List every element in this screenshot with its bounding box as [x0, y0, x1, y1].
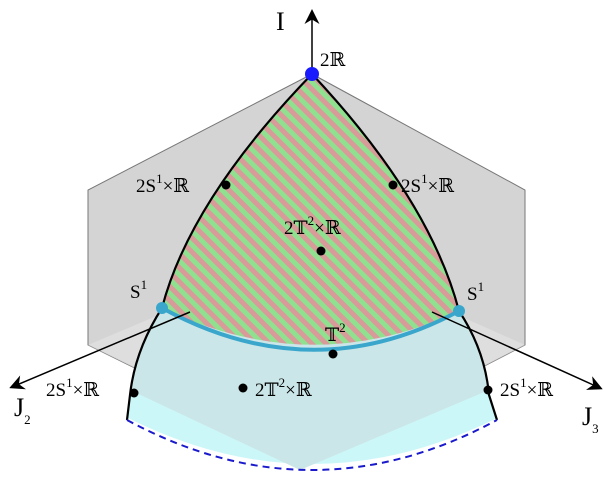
label-bottom-arc-sup: 2	[339, 320, 346, 335]
axis-label-j2-sub: 2	[24, 412, 31, 427]
label-lower-left-edge: 2S1×ℝ	[46, 375, 99, 401]
dashed-outer-arc	[126, 419, 498, 471]
bottom-arc-point	[328, 349, 338, 359]
label-center-lower: 2𝕋2×ℝ	[255, 375, 312, 401]
lower-left-edge-point	[129, 388, 139, 398]
axis-label-i: I	[276, 7, 285, 36]
label-lower-left-edge-pre: 2S	[46, 380, 66, 401]
label-right-corner-pre: S	[467, 284, 478, 305]
axis-label-j3-base: J	[582, 402, 592, 431]
center-upper-point	[316, 246, 326, 256]
label-right-corner-sup: 1	[478, 279, 485, 294]
label-center-upper-sup: 2	[308, 213, 315, 228]
label-center-lower-post: ×ℝ	[285, 380, 312, 401]
axis-label-j2: J2	[14, 393, 31, 427]
label-lower-right-edge-post: ×ℝ	[527, 380, 554, 401]
label-center-upper-pre: 2𝕋	[284, 218, 308, 239]
label-center-upper: 2𝕋2×ℝ	[284, 213, 341, 239]
label-bottom-arc-pre: 𝕋	[325, 325, 339, 346]
top-point-marker	[305, 67, 319, 81]
center-lower-point	[238, 383, 248, 393]
left-corner-point	[156, 302, 168, 314]
axis-label-j3-sub: 3	[592, 421, 599, 436]
left-boundary-curve	[125, 73, 313, 421]
label-left-corner: S1	[130, 277, 147, 303]
label-upper-left-edge-pre: 2S	[136, 176, 156, 197]
label-right-corner: S1	[467, 279, 484, 305]
label-upper-right-edge-pre: 2S	[401, 176, 421, 197]
j3-axis	[431, 311, 603, 390]
label-upper-left-edge: 2S1×ℝ	[136, 171, 189, 197]
torus-arc	[161, 306, 460, 352]
label-left-corner-pre: S	[130, 282, 141, 303]
label-lower-right-edge: 2S1×ℝ	[500, 375, 553, 401]
striped-region	[162, 74, 459, 345]
upper-left-edge-point	[221, 180, 231, 190]
label-lower-left-edge-post: ×ℝ	[73, 380, 100, 401]
label-upper-left-edge-sup: 1	[156, 171, 163, 186]
label-lower-right-edge-sup: 1	[520, 375, 527, 390]
lower-region	[130, 308, 489, 470]
label-upper-right-edge-sup: 1	[421, 171, 428, 186]
right-boundary-curve	[311, 73, 499, 421]
label-upper-left-edge-post: ×ℝ	[163, 176, 190, 197]
label-top: 2ℝ	[320, 50, 346, 71]
upper-right-edge-point	[388, 180, 398, 190]
axis-label-j3: J3	[582, 402, 599, 436]
label-bottom-arc: 𝕋2	[325, 320, 346, 346]
lower-right-edge-point	[483, 385, 493, 395]
label-lower-right-edge-pre: 2S	[500, 380, 520, 401]
axis-label-j2-base: J	[14, 393, 24, 422]
label-upper-right-edge-post: ×ℝ	[428, 176, 455, 197]
label-left-corner-sup: 1	[141, 277, 148, 292]
right-corner-point	[453, 305, 465, 317]
j2-axis	[9, 311, 191, 390]
label-center-lower-pre: 2𝕋	[255, 380, 279, 401]
label-center-upper-post: ×ℝ	[314, 218, 341, 239]
label-center-lower-sup: 2	[279, 375, 286, 390]
label-upper-right-edge: 2S1×ℝ	[401, 171, 454, 197]
label-lower-left-edge-sup: 1	[66, 375, 73, 390]
